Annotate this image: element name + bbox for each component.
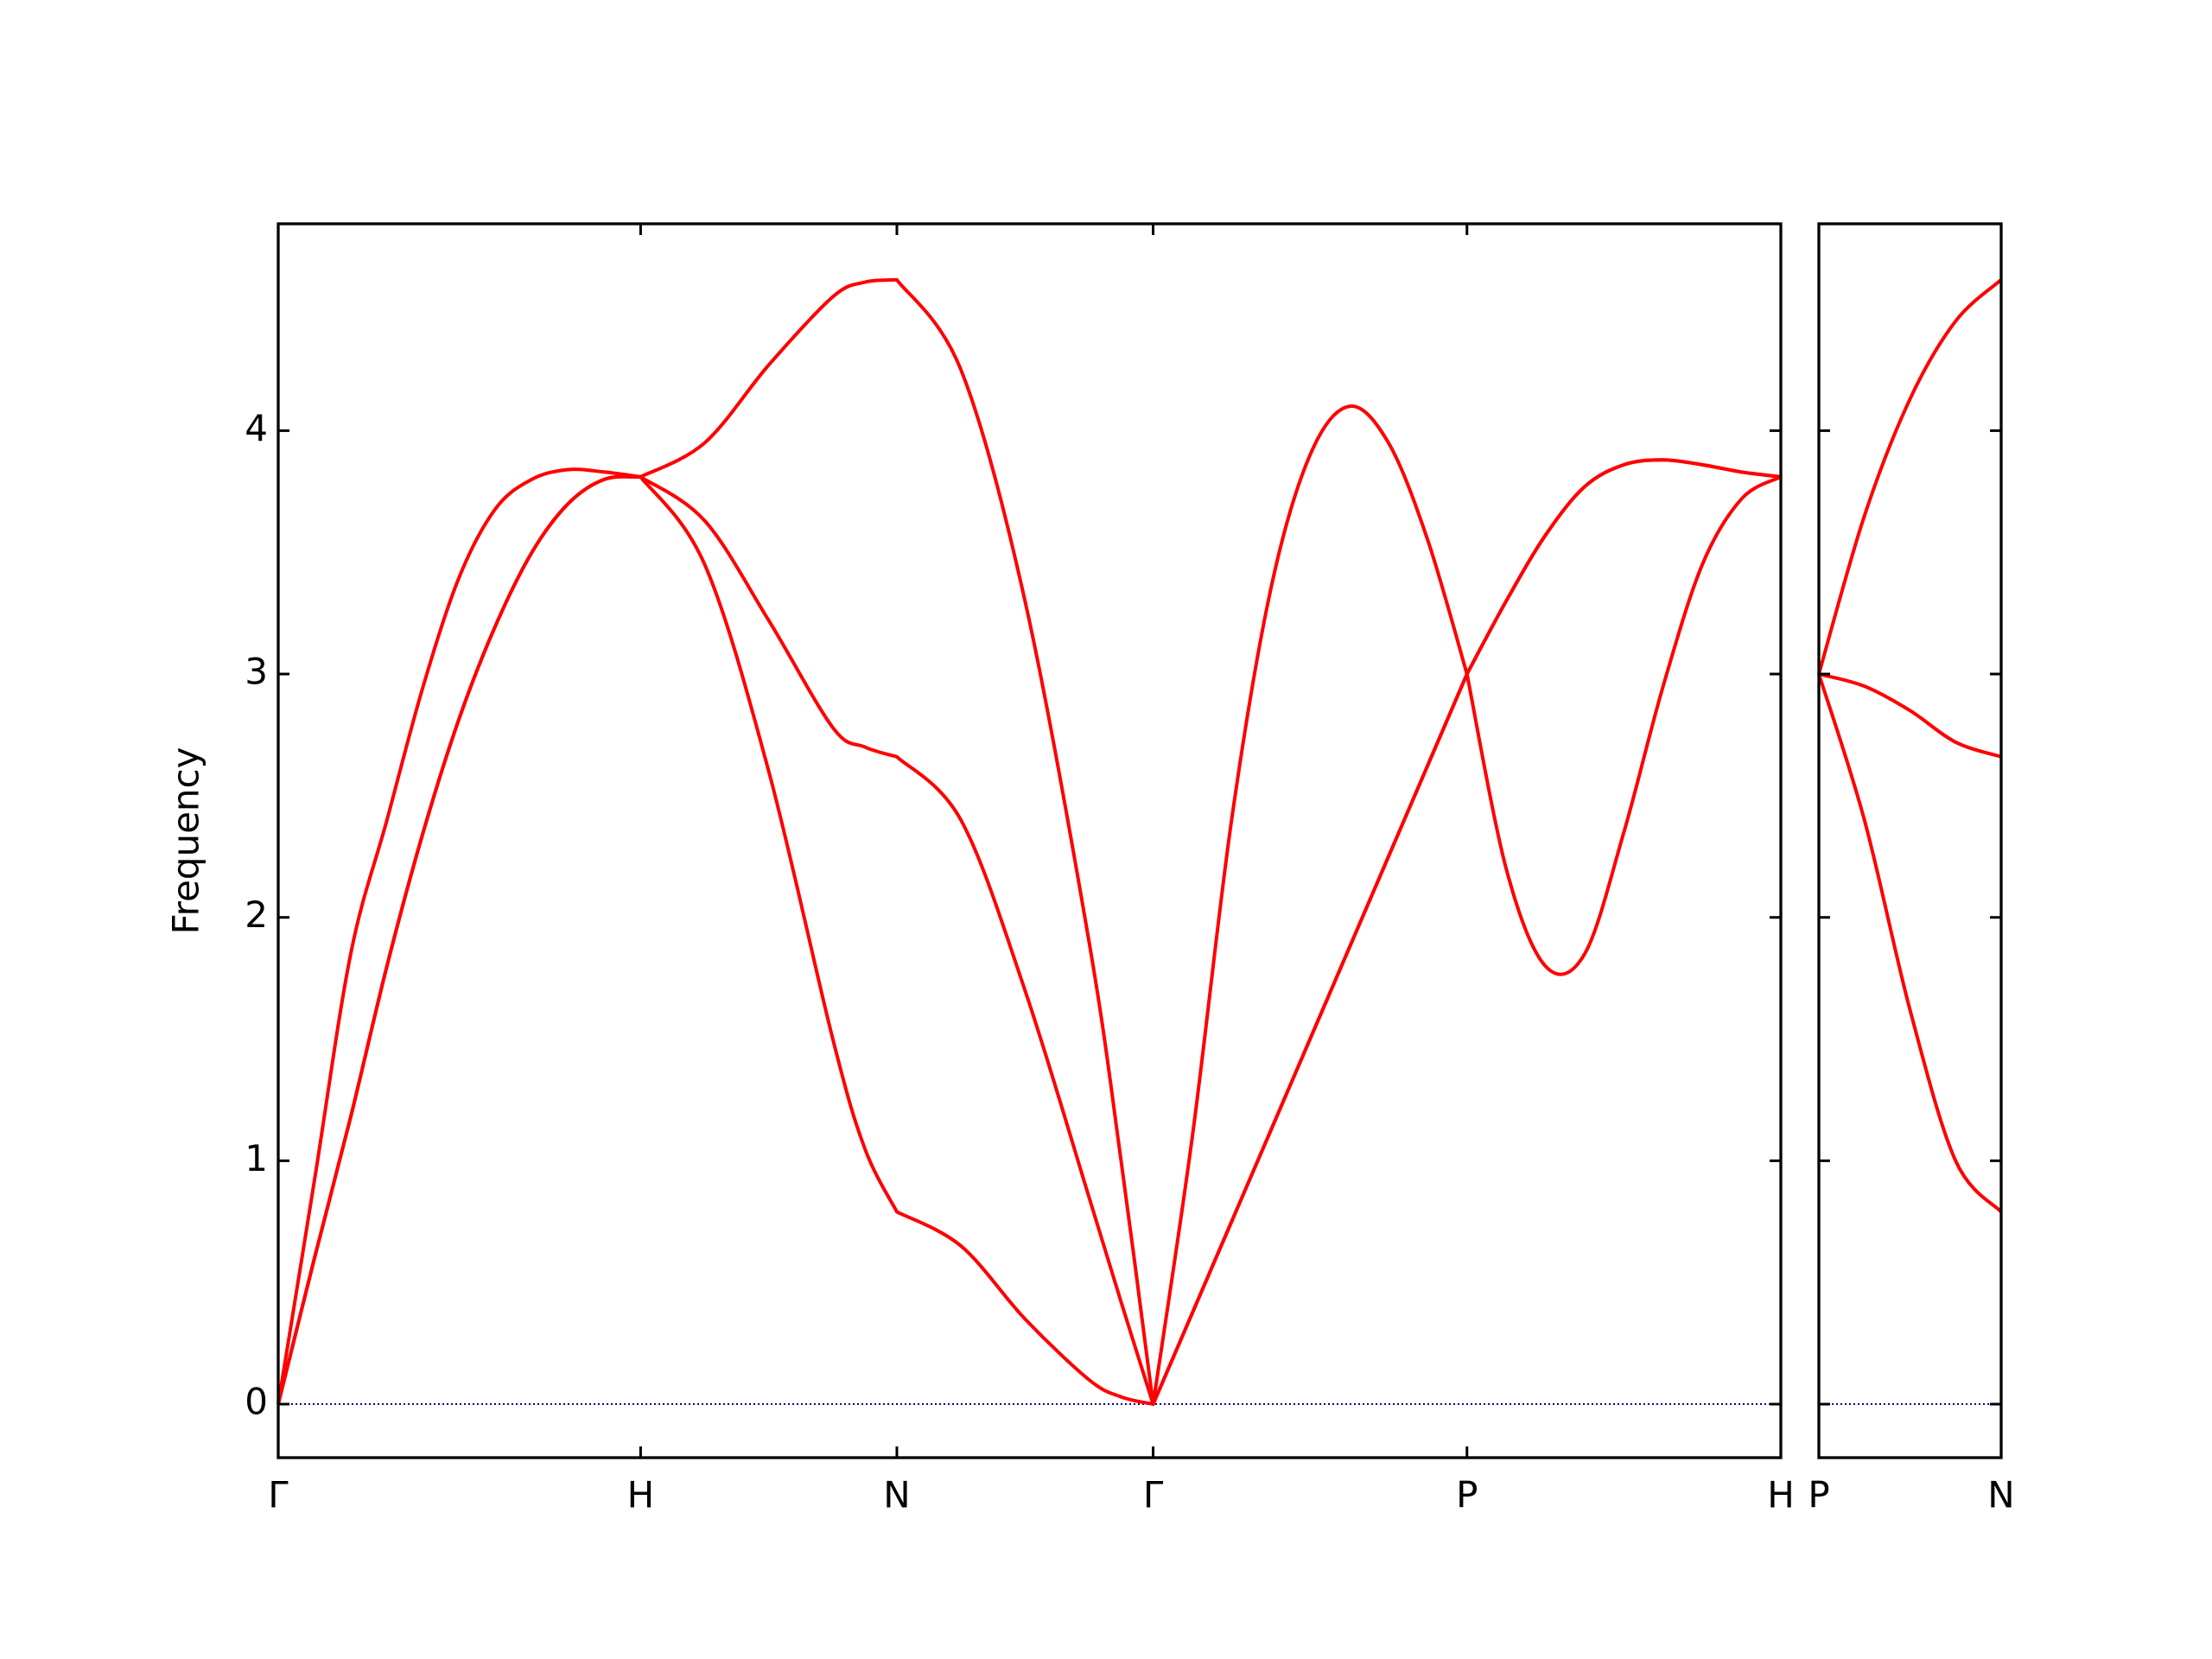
band-line <box>1817 673 2003 1213</box>
x-tick-label: Γ <box>268 1474 289 1516</box>
y-tick-label: 3 <box>245 651 268 693</box>
axes-frame <box>276 222 1783 1459</box>
x-tick-label: N <box>1987 1474 2014 1516</box>
y-axis-label: Frequency <box>165 747 207 935</box>
x-tick-label: H <box>627 1474 655 1516</box>
axes-frame <box>1817 222 2003 1459</box>
y-tick-label: 2 <box>245 893 268 936</box>
band-line <box>276 277 1782 1407</box>
band-line <box>1818 672 2002 759</box>
x-tick-label: H <box>1767 1474 1795 1516</box>
x-tick-label: Γ <box>1143 1474 1164 1516</box>
y-tick-label: 0 <box>245 1381 268 1423</box>
x-tick-label: P <box>1456 1474 1478 1516</box>
band-line <box>1817 278 2003 675</box>
band-line <box>276 458 1782 1407</box>
y-tick-label: 4 <box>245 407 268 449</box>
x-tick-label: N <box>883 1474 910 1516</box>
y-tick-label: 1 <box>245 1137 268 1179</box>
x-tick-label: P <box>1808 1474 1829 1516</box>
